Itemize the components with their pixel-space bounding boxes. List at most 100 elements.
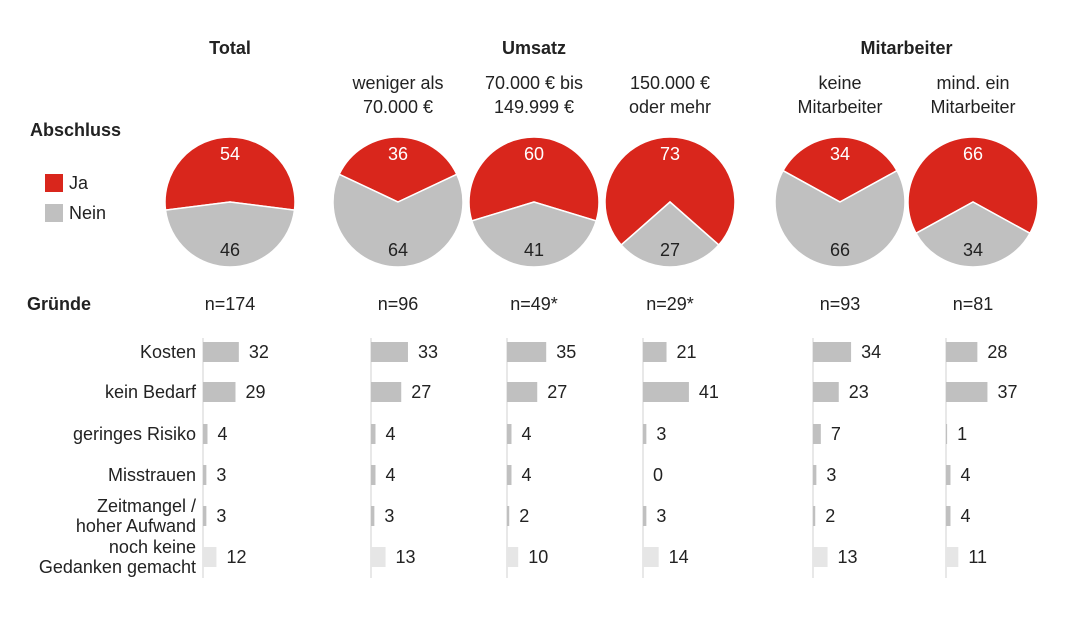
pie-slice bbox=[470, 201, 598, 268]
bar-value: 2 bbox=[825, 506, 836, 526]
bar bbox=[507, 382, 538, 402]
bar bbox=[507, 547, 519, 567]
bar-value: 14 bbox=[668, 547, 689, 567]
category-label: noch keine Gedanken gemacht bbox=[38, 537, 196, 577]
bar-value: 13 bbox=[395, 547, 416, 567]
bar bbox=[946, 424, 948, 444]
bar-value: 2 bbox=[519, 506, 530, 526]
pie-slice bbox=[164, 136, 296, 211]
pie-label: 54 bbox=[219, 144, 241, 164]
category-label: Misstrauen bbox=[107, 465, 196, 485]
bar-value: 7 bbox=[830, 424, 841, 444]
bar-value: 3 bbox=[216, 465, 227, 485]
bar-value: 4 bbox=[960, 506, 971, 526]
bar-value: 4 bbox=[960, 465, 971, 485]
bar bbox=[371, 506, 375, 526]
bar-value: 28 bbox=[987, 342, 1008, 362]
bar-value: 4 bbox=[385, 424, 396, 444]
bar-value: 27 bbox=[411, 382, 432, 402]
bar bbox=[203, 382, 236, 402]
pie-label: 34 bbox=[829, 144, 851, 164]
bar bbox=[507, 424, 512, 444]
bar-value: 13 bbox=[837, 547, 858, 567]
bar-value: 41 bbox=[698, 382, 719, 402]
pie-slice bbox=[774, 169, 906, 268]
bar bbox=[507, 506, 510, 526]
bar-value: 37 bbox=[997, 382, 1018, 402]
bar bbox=[203, 342, 239, 362]
bar-value: 4 bbox=[521, 465, 532, 485]
bar-value: 3 bbox=[384, 506, 395, 526]
bar-value: 0 bbox=[653, 465, 664, 485]
bar bbox=[946, 506, 951, 526]
bar bbox=[203, 506, 207, 526]
bar-value: 1 bbox=[957, 424, 968, 444]
pie-slice bbox=[332, 173, 464, 268]
bar-value: 12 bbox=[226, 547, 247, 567]
bar bbox=[203, 465, 207, 485]
bar-value: 33 bbox=[417, 342, 438, 362]
bar bbox=[371, 382, 402, 402]
group-title: Mitarbeiter bbox=[860, 38, 953, 58]
category-label: kein Bedarf bbox=[104, 382, 196, 402]
bar-value: 3 bbox=[216, 506, 227, 526]
bar-value: 29 bbox=[245, 382, 266, 402]
legend-swatch bbox=[45, 174, 63, 192]
bar-value: 10 bbox=[528, 547, 549, 567]
bar bbox=[813, 382, 839, 402]
bar bbox=[203, 547, 217, 567]
column-label: mind. ein Mitarbeiter bbox=[930, 73, 1016, 117]
pie-slice bbox=[164, 201, 296, 268]
sample-size: n=29* bbox=[646, 294, 694, 314]
column-label: 70.000 € bis 149.999 € bbox=[484, 73, 584, 117]
category-label: Zeitmangel / hoher Aufwand bbox=[75, 496, 196, 536]
bar bbox=[507, 342, 547, 362]
pie-slice bbox=[907, 136, 1039, 235]
bar-value: 32 bbox=[248, 342, 269, 362]
pie-label: 60 bbox=[523, 144, 545, 164]
sample-size: n=96 bbox=[377, 294, 419, 314]
bar bbox=[371, 465, 376, 485]
sample-size: n=93 bbox=[819, 294, 861, 314]
bar-value: 34 bbox=[861, 342, 882, 362]
pie-slice bbox=[604, 136, 736, 247]
sample-size: n=174 bbox=[204, 294, 256, 314]
pie-slice bbox=[468, 136, 600, 222]
category-label: geringes Risiko bbox=[72, 424, 196, 444]
pie-label: 27 bbox=[659, 240, 681, 260]
sample-size: n=49* bbox=[510, 294, 558, 314]
bar-value: 4 bbox=[385, 465, 396, 485]
pie-label: 36 bbox=[387, 144, 409, 164]
bar bbox=[813, 342, 852, 362]
bar bbox=[946, 547, 959, 567]
bar bbox=[507, 465, 512, 485]
pie-label: 41 bbox=[523, 240, 545, 260]
bar bbox=[813, 424, 821, 444]
bar bbox=[946, 465, 951, 485]
bar bbox=[371, 547, 386, 567]
column-label: weniger als 70.000 € bbox=[352, 73, 444, 117]
bar bbox=[643, 342, 667, 362]
bar-value: 3 bbox=[656, 424, 667, 444]
bar-value: 3 bbox=[656, 506, 667, 526]
pie-title: Abschluss bbox=[30, 120, 122, 140]
bar-value: 35 bbox=[556, 342, 577, 362]
category-label: Kosten bbox=[139, 342, 196, 362]
bar-value: 27 bbox=[547, 382, 568, 402]
legend-label: Nein bbox=[69, 203, 107, 223]
column-label: 150.000 € oder mehr bbox=[628, 73, 712, 117]
legend-swatch bbox=[45, 204, 63, 222]
bar-value: 4 bbox=[521, 424, 532, 444]
pie-label: 46 bbox=[219, 240, 241, 260]
pie-label: 66 bbox=[829, 240, 851, 260]
pie-label: 66 bbox=[962, 144, 984, 164]
sample-size: n=81 bbox=[952, 294, 994, 314]
bar bbox=[203, 424, 208, 444]
pie-slice bbox=[620, 201, 720, 268]
bar bbox=[643, 424, 647, 444]
pie-label: 73 bbox=[659, 144, 681, 164]
column-label: keine Mitarbeiter bbox=[797, 73, 883, 117]
bar bbox=[813, 547, 828, 567]
